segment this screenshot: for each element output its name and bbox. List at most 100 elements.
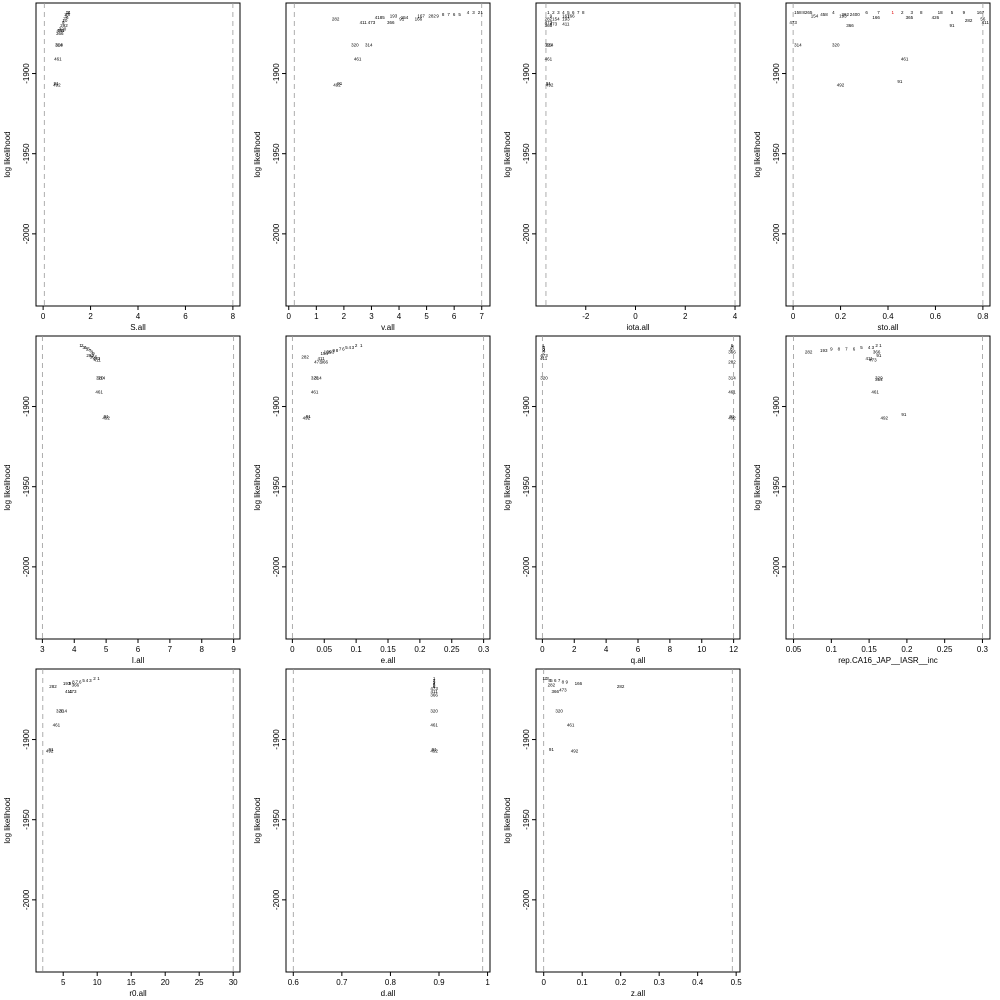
data-point-label: 1 (360, 343, 363, 348)
y-tick-label: -1900 (522, 396, 531, 417)
data-point-label: 411 (94, 358, 102, 363)
data-point-label: 7 (63, 17, 66, 22)
y-tick-label: -1900 (272, 396, 281, 417)
data-point-label: 2 (67, 10, 70, 15)
data-point-label: 262 (842, 12, 850, 17)
data-point-label: 3 (872, 345, 875, 350)
data-point-label: 2 (901, 10, 904, 15)
data-point-label: 91 (901, 412, 907, 417)
data-point-label: 5 (951, 10, 954, 15)
x-tick-label: 0.05 (786, 645, 802, 654)
y-tick-label: -1950 (772, 476, 781, 497)
data-point-label: 282 (548, 683, 556, 688)
data-point-label: 91 (337, 81, 343, 86)
data-point-label: 492 (837, 82, 845, 87)
data-point-label: 366 (320, 359, 328, 364)
y-axis-label: log likelihood (3, 797, 12, 843)
x-axis-label: z.all (631, 989, 645, 998)
y-axis-label: log likelihood (253, 464, 262, 510)
data-point-label: 461 (430, 723, 438, 728)
data-point-label: 473 (545, 20, 553, 25)
data-point-label: 282 (428, 13, 436, 18)
y-tick-label: -2000 (272, 556, 281, 577)
data-point-label: 1 (879, 343, 882, 348)
data-point-label: 4 (433, 681, 436, 686)
y-tick-label: -1900 (22, 396, 31, 417)
x-tick-label: 0.6 (288, 978, 300, 987)
data-point-label: 5 (433, 683, 436, 688)
data-point-label: 2 (433, 678, 436, 683)
x-tick-label: 0.3 (654, 978, 666, 987)
data-point-label: 193 (327, 350, 335, 355)
data-point-label: 91 (306, 414, 312, 419)
x-tick-label: 10 (697, 645, 706, 654)
data-point-label: 1 (542, 676, 545, 681)
data-point-label: 411 (360, 20, 368, 25)
data-point-label: 166 (324, 350, 332, 355)
data-point-label: 492 (303, 415, 311, 420)
plot-frame (785, 335, 991, 640)
y-tick-label: -1900 (22, 63, 31, 84)
x-axis-label: e.all (381, 656, 396, 665)
x-tick-label: 0 (541, 978, 546, 987)
x-tick-label: 7 (168, 645, 173, 654)
x-tick-label: 0.1 (351, 645, 363, 654)
data-point-label: 8 (91, 350, 94, 355)
data-point-label: 5 (86, 346, 89, 351)
data-point-label: 4 (348, 345, 351, 350)
data-point-label: 320 (59, 26, 67, 31)
data-point-label: 9 (566, 679, 569, 684)
data-point-label: 5 (82, 678, 85, 683)
data-point-label: 473 (430, 686, 438, 691)
data-point-label: 473 (789, 20, 797, 25)
data-point-label: 473 (550, 21, 558, 26)
x-tick-label: 5 (424, 312, 429, 321)
data-point-label: 1 (547, 10, 550, 15)
data-point-label: 411 (866, 356, 874, 361)
data-point-label: 492 (880, 415, 888, 420)
x-tick-label: 8 (231, 312, 236, 321)
x-tick-label: 4 (397, 312, 402, 321)
data-point-label: 3 (472, 10, 475, 15)
data-point-label: 154 (401, 15, 409, 20)
x-axis-label: I.all (132, 656, 145, 665)
x-tick-label: 0.9 (433, 978, 445, 987)
x-tick-label: 15 (127, 978, 136, 987)
data-point-label: 314 (546, 42, 554, 47)
data-point-label: 8 (582, 10, 585, 15)
data-point-label: 473 (69, 689, 77, 694)
data-point-label: 7 (877, 10, 880, 15)
data-point-label: 6 (731, 343, 734, 348)
plot-frame (35, 2, 241, 307)
y-tick-label: -1950 (272, 143, 281, 164)
data-point-label: 411 (562, 21, 570, 26)
data-point-label: 366 (430, 692, 438, 697)
x-tick-label: 0.25 (444, 645, 460, 654)
data-point-label: 8 (562, 679, 565, 684)
y-tick-label: -1950 (772, 143, 781, 164)
y-axis-label: log likelihood (753, 131, 762, 177)
x-axis-label: iota.all (626, 323, 649, 332)
x-axis-label: r0.all (129, 989, 147, 998)
y-tick-label: -1950 (272, 809, 281, 830)
data-point-label: 7 (731, 345, 734, 350)
x-axis-label: d.all (381, 989, 396, 998)
data-point-label: 91 (950, 23, 956, 28)
panel-sto-all: 0 0.2 0.4 0.6 0.8 -1900 -1950 -2000 sto.all log l… (753, 2, 991, 332)
data-point-label: 4 (548, 678, 551, 683)
data-point-label: 320 (351, 42, 359, 47)
data-point-label: 5 (860, 345, 863, 350)
y-tick-label: -2000 (522, 889, 531, 910)
x-tick-label: 1 (485, 978, 490, 987)
data-point-label: 8 (442, 12, 445, 17)
data-point-label: 9 (963, 10, 966, 15)
x-tick-label: 6 (636, 645, 641, 654)
data-point-label: 166 (415, 17, 423, 22)
data-point-label: 411 (65, 689, 73, 694)
data-point-label: 282 (86, 353, 94, 358)
data-point-label: 5 (65, 13, 68, 18)
data-point-label: 3 (83, 345, 86, 350)
